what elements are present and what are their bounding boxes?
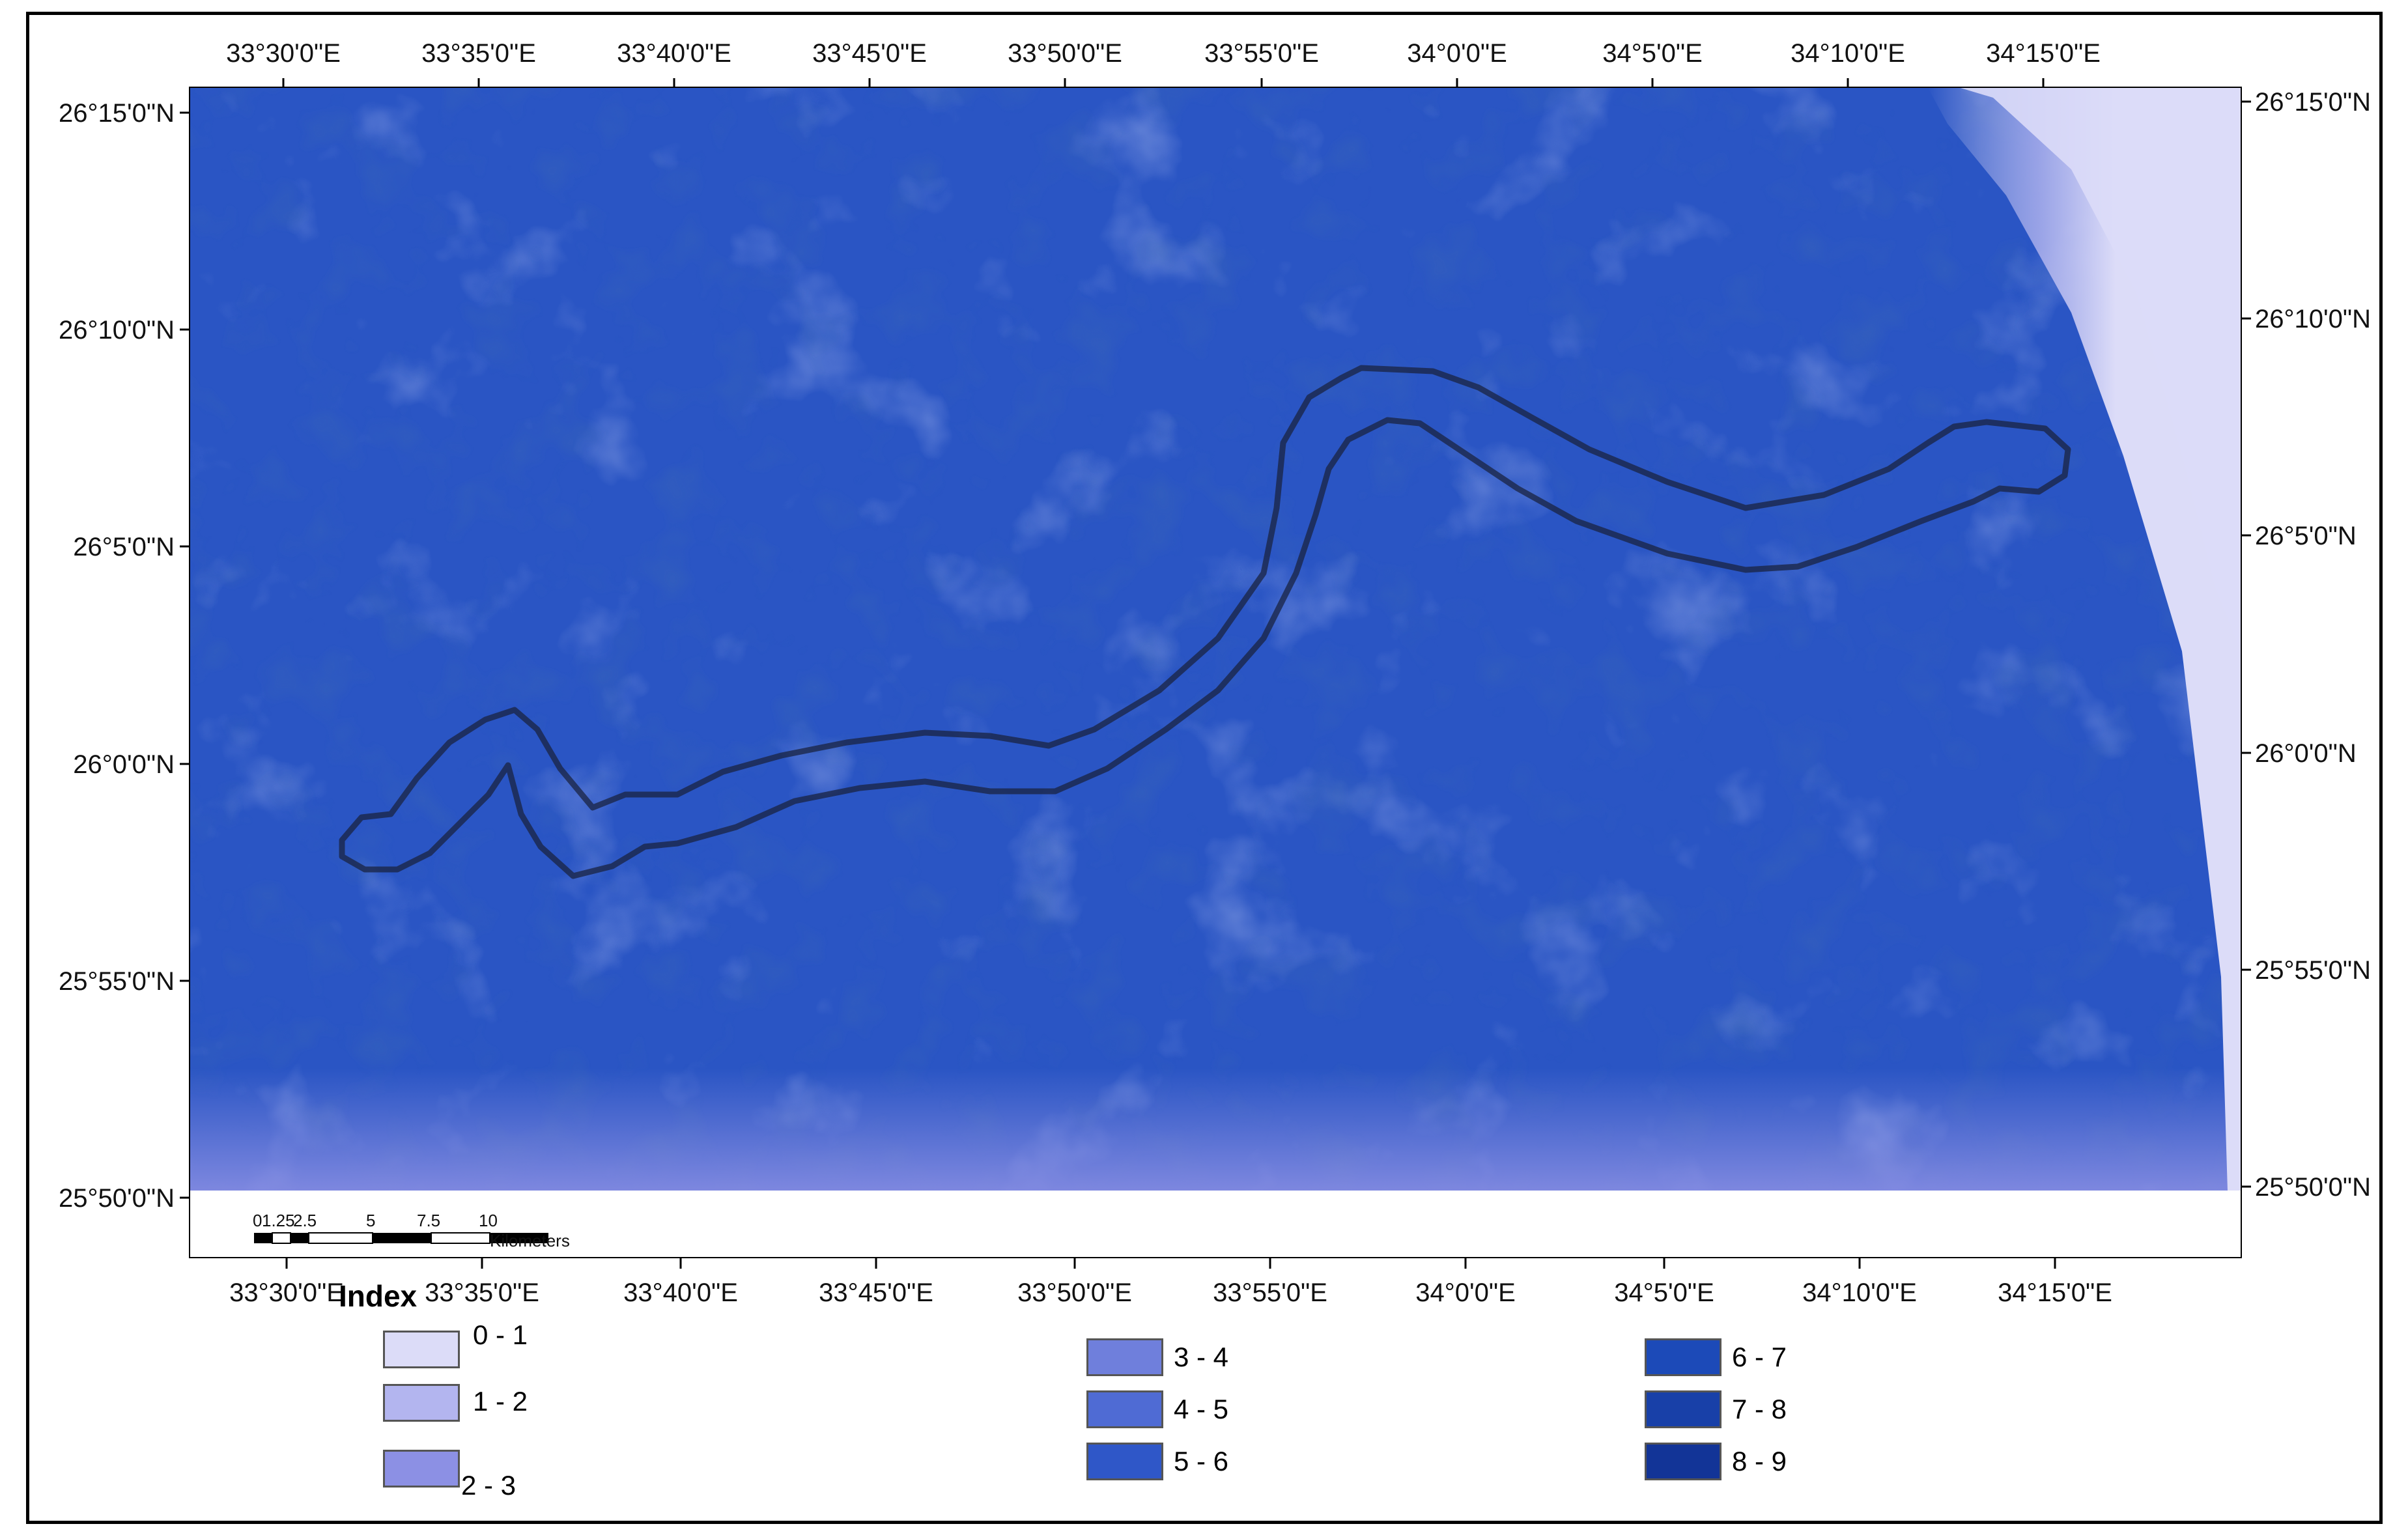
legend-swatch [383,1384,460,1422]
legend-label: 1 - 2 [473,1386,528,1417]
scale-tick-4: 7.5 [417,1211,440,1230]
top-lon-label: 33°50'0"E [1008,39,1122,68]
legend-item: 7 - 8 [1645,1390,1787,1428]
left-lat-label: 26°5'0"N [73,533,175,561]
bottom-lon-label: 33°50'0"E [1017,1278,1132,1307]
right-lat-label: 26°10'0"N [2255,305,2371,333]
legend-swatch [1086,1443,1163,1480]
left-lat-label: 25°55'0"N [59,967,175,996]
right-lat-label: 25°50'0"N [2255,1173,2371,1202]
scale-tick-3: 5 [366,1211,375,1230]
scale-strip [190,1191,2241,1257]
legend-label: 2 - 3 [461,1470,517,1501]
top-lon-label: 34°0'0"E [1407,39,1507,68]
top-lon-label: 33°55'0"E [1204,39,1319,68]
scale-tick-1: 1.25 [262,1211,295,1230]
bottom-lon-label: 33°30'0"E [229,1278,344,1307]
corridor-outline [339,365,2071,879]
left-lat-label: 26°10'0"N [59,316,175,345]
right-lat-label: 26°15'0"N [2255,88,2371,117]
legend-swatch [1645,1443,1721,1480]
legend-item: 4 - 5 [1086,1390,1228,1428]
legend-item: 5 - 6 [1086,1443,1228,1480]
legend-swatch [1645,1390,1721,1428]
scale-tick-0: 0 [253,1211,262,1230]
left-ticks [180,111,190,1199]
bottom-lon-label: 34°15'0"E [1998,1278,2112,1307]
top-ticks [282,78,2045,88]
legend-label: 0 - 1 [473,1319,528,1350]
bottom-ticks [285,1257,2056,1269]
right-ticks [2241,100,2251,1188]
left-lat-label: 25°50'0"N [59,1184,175,1213]
scale-tick-5: 10 [479,1211,498,1230]
left-lat-label: 26°15'0"N [59,99,175,128]
bottom-lon-label: 33°40'0"E [623,1278,738,1307]
legend-label: 6 - 7 [1732,1342,1787,1372]
scale-unit: Kilometers [490,1231,570,1250]
top-lon-label: 33°45'0"E [812,39,927,68]
legend-swatch [383,1450,460,1488]
right-lat-label: 25°55'0"N [2255,956,2371,985]
legend-swatch [383,1331,460,1368]
legend-item: 1 - 2 [383,1384,528,1422]
legend-title: Index [339,1279,418,1313]
bottom-lon-label: 33°45'0"E [819,1278,933,1307]
right-latitude-labels: 26°15'0"N 26°10'0"N 26°5'0"N 26°0'0"N 25… [2255,88,2371,1202]
top-lon-label: 33°35'0"E [421,39,536,68]
left-latitude-labels: 26°15'0"N 26°10'0"N 26°5'0"N 26°0'0"N 25… [59,99,175,1213]
legend-item: 0 - 1 [383,1319,528,1368]
legend-item: 3 - 4 [1086,1338,1228,1376]
legend-swatch [1645,1338,1721,1376]
bottom-lon-label: 34°10'0"E [1802,1278,1917,1307]
scale-bar: 0 1.25 2.5 5 7.5 10 Kilometers [253,1211,570,1250]
top-longitude-labels: 33°30'0"E 33°35'0"E 33°40'0"E 33°45'0"E … [226,39,2101,68]
right-lat-label: 26°0'0"N [2255,739,2357,768]
top-lon-label: 33°40'0"E [617,39,731,68]
bottom-lon-label: 34°0'0"E [1415,1278,1516,1307]
legend-label: 4 - 5 [1174,1394,1229,1424]
left-lat-label: 26°0'0"N [73,750,175,779]
right-lat-label: 26°5'0"N [2255,522,2357,550]
top-lon-label: 34°5'0"E [1602,39,1703,68]
legend-item: 6 - 7 [1645,1338,1787,1376]
legend-item: 8 - 9 [1645,1443,1787,1480]
bottom-lon-label: 33°35'0"E [425,1278,539,1307]
legend-swatch [1086,1338,1163,1376]
top-lon-label: 34°10'0"E [1791,39,1905,68]
top-lon-label: 33°30'0"E [226,39,341,68]
bottom-lon-label: 34°5'0"E [1614,1278,1714,1307]
legend-label: 7 - 8 [1732,1394,1787,1424]
bottom-longitude-labels: 33°30'0"E 33°35'0"E 33°40'0"E 33°45'0"E … [229,1278,2112,1307]
top-lon-label: 34°15'0"E [1986,39,2101,68]
bottom-lon-label: 33°55'0"E [1213,1278,1327,1307]
legend-label: 8 - 9 [1732,1446,1787,1476]
map-outer-frame [26,12,2383,1524]
legend-label: 3 - 4 [1174,1342,1229,1372]
legend-swatch [1086,1390,1163,1428]
scale-tick-2: 2.5 [293,1211,317,1230]
legend-item: 2 - 3 [383,1436,516,1501]
legend-label: 5 - 6 [1174,1446,1229,1476]
